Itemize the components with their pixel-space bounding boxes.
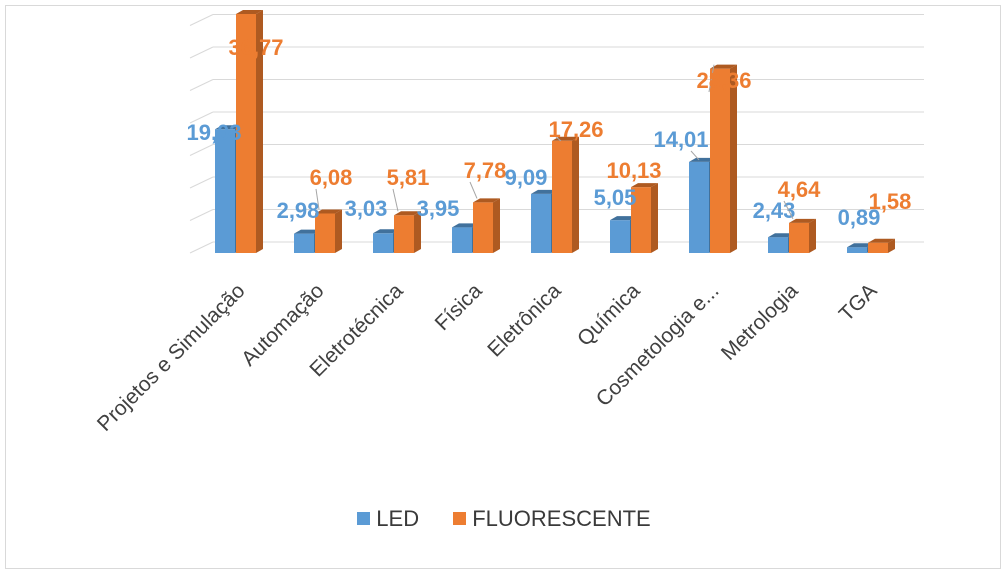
data-label-fluorescente: 6,08	[310, 165, 353, 190]
bar-fluorescente	[473, 198, 500, 253]
gridline-side	[189, 14, 214, 26]
bar-fluorescente	[868, 238, 895, 253]
x-tick-label: Metrologia	[717, 279, 803, 365]
chart-frame	[5, 5, 1001, 569]
legend-item-fluorescente: FLUORESCENTE	[453, 505, 651, 532]
gridline-side	[189, 209, 214, 221]
x-tick-label: Física	[431, 279, 487, 335]
bar-fluorescente	[789, 218, 816, 253]
leader-line-fluorescente	[469, 181, 478, 199]
data-label-fluorescente: 17,26	[548, 117, 603, 142]
data-label-fluorescente: 4,64	[778, 177, 822, 202]
leader-line-fluorescente	[708, 64, 715, 93]
data-label-led: 3,03	[345, 196, 388, 221]
legend-label-led: LED	[376, 505, 420, 531]
legend-swatch-fluorescente	[453, 512, 467, 525]
gridline-side	[189, 111, 214, 124]
data-label-fluorescente: 36,77	[228, 35, 283, 60]
data-label-fluorescente: 28,36	[696, 68, 751, 93]
data-label-fluorescente: 10,13	[606, 158, 661, 183]
bar-fluorescente	[631, 183, 658, 253]
legend: LED FLUORESCENTE	[0, 505, 1008, 532]
bar-fluorescente	[236, 9, 263, 254]
bar-fluorescente	[315, 209, 342, 253]
x-tick-label: TGA	[835, 279, 882, 326]
gridline-side	[189, 79, 214, 91]
x-tick-label: Química	[573, 279, 645, 351]
data-label-led: 9,09	[505, 165, 548, 190]
leader-line-fluorescente	[783, 200, 794, 220]
data-label-led: 5,05	[594, 185, 637, 210]
leader-line-fluorescente	[555, 136, 562, 142]
leader-line-fluorescente	[392, 188, 399, 212]
data-label-led: 19,03	[186, 120, 241, 145]
data-label-led: 0,89	[838, 205, 881, 230]
x-tick-label: Eletrônica	[483, 279, 566, 362]
legend-swatch-led	[357, 512, 371, 525]
leader-line-led	[690, 150, 700, 161]
gridline-side	[189, 241, 214, 254]
x-tick-label: Projetos e Simulação	[93, 279, 250, 436]
gridline-side	[189, 144, 214, 156]
bar-fluorescente	[394, 211, 421, 253]
leader-line-fluorescente	[315, 188, 320, 210]
bar-fluorescente	[552, 136, 579, 253]
data-label-led: 3,95	[417, 196, 460, 221]
data-label-led: 2,98	[277, 198, 320, 223]
data-label-fluorescente: 5,81	[387, 165, 430, 190]
legend-item-led: LED	[357, 506, 419, 532]
gridline-side	[189, 46, 214, 59]
data-label-fluorescente: 1,58	[869, 189, 912, 214]
data-label-fluorescente: 7,78	[464, 158, 507, 183]
legend-label-fluorescente: FLUORESCENTE	[472, 505, 651, 531]
gridline-side	[189, 176, 214, 189]
data-label-led: 14,01	[653, 127, 708, 152]
bar-fluorescente	[710, 64, 737, 253]
